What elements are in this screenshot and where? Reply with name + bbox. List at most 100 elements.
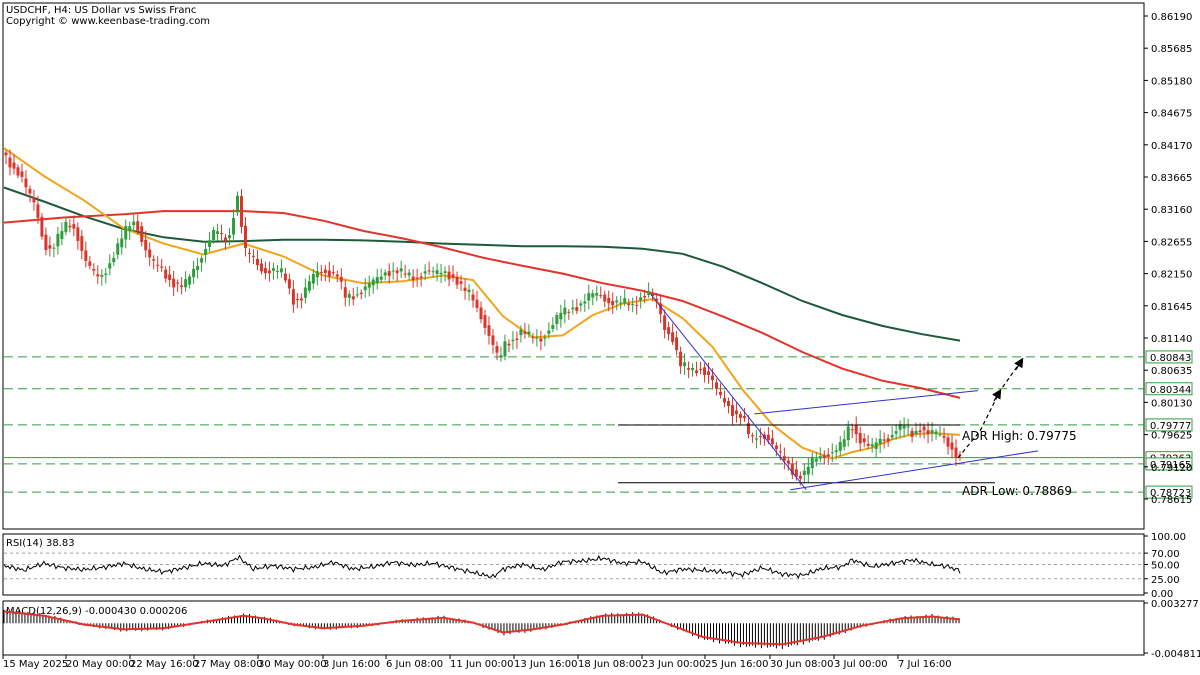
candle-body [575,307,579,311]
candle-body [555,315,559,325]
candle-body [124,226,128,240]
candle-body [563,307,567,315]
candle-body [60,231,64,240]
candle-body [80,236,84,251]
candle-body [703,367,707,375]
candle-body [619,302,623,304]
level-tag-box-2 [1145,418,1193,432]
candle-body [519,329,523,336]
chart-title: USDCHF, H4: US Dollar vs Swiss Franc [6,5,196,16]
candle-body [826,454,830,457]
candle-body [503,341,507,357]
candle-body [407,272,411,276]
candle-body [806,466,810,475]
candle-body [144,239,148,251]
candle-body [910,430,914,437]
candle-body [76,227,80,241]
candle-body [128,226,132,232]
candle-body [295,299,299,301]
candle-body [535,337,539,339]
ma-fast-line [3,147,961,460]
time-tick-label-13: 3 Jul 00:00 [834,659,888,670]
candle-body [627,303,631,306]
adr-high-label: ADR High: 0.79775 [962,429,1077,443]
candle-body [224,237,228,241]
candle-body [335,274,339,277]
candle-body [48,245,52,249]
macd-signal-line [3,610,961,646]
candle-body [866,443,870,446]
candle-body [56,233,60,247]
candle-body [68,225,72,228]
candle-body [862,438,866,443]
rsi-line [3,554,961,579]
candle-body [40,216,44,237]
level-tag-label-5: 0.78723 [1150,488,1191,499]
candle-body [100,274,104,277]
candle-body [643,295,647,298]
price-tick-label-5: 0.83665 [1151,173,1192,184]
candle-body [631,304,635,306]
candle-body [184,279,188,288]
candle-body [818,456,822,459]
candle-body [4,152,8,156]
candle-body [220,233,224,235]
macd-tick-label-0: 0.003277 [1151,599,1199,610]
candle-body [954,447,958,458]
candle-body [355,294,359,296]
candle-body [92,269,96,271]
trendline-drawings: ADR High: 0.79775 ADR Low: 0.78869 [618,293,1077,498]
ma-slow-line [3,186,961,342]
time-tick-label-12: 30 Jun 08:00 [770,659,834,670]
price-tick-label-9: 0.81645 [1151,302,1192,313]
candle-body [902,425,906,429]
candle-body [319,271,323,273]
candle-body [667,327,671,335]
candle-body [120,238,124,248]
candle-body [746,423,750,434]
level-tag-label-0: 0.80843 [1150,353,1191,364]
candle-body [299,298,303,301]
candle-body [774,445,778,450]
rsi-tick-label-4: 0.00 [1151,589,1173,600]
price-tick-label-4: 0.84170 [1151,141,1192,152]
ma-mid-line [3,210,961,399]
candle-body [283,273,287,281]
candle-body [846,426,850,441]
candle-body [595,293,599,296]
candle-body [507,343,511,346]
candle-body [874,442,878,449]
channel-lower-line [790,450,1039,491]
macd-label: MACD(12,26,9) -0.000430 0.000206 [6,606,187,617]
candle-body [858,433,862,444]
candle-body [487,325,491,336]
level-tag-box-0 [1145,350,1193,364]
price-tick-label-13: 0.79625 [1151,431,1192,442]
candle-body [467,289,471,293]
candle-body [822,455,826,458]
candle-body [84,250,88,261]
candle-body [419,276,423,278]
candle-body [307,281,311,291]
price-tick-label-3: 0.84675 [1151,109,1192,120]
candle-body [882,439,886,441]
candle-body [934,431,938,434]
candle-body [615,300,619,303]
candle-body [894,431,898,434]
level-tag-label-1: 0.80344 [1150,385,1191,396]
time-tick-label-3: 27 May 08:00 [194,659,263,670]
candle-body [559,312,563,320]
projection-arrow-path [957,359,1023,459]
candle-body [243,225,247,249]
candle-body [415,277,419,279]
candle-body [303,287,307,298]
candle-body [271,268,275,271]
candle-body [778,451,782,453]
candle-body [64,221,68,233]
candle-body [287,279,291,289]
time-tick-label-4: 30 May 00:00 [258,659,327,670]
candle-body [327,270,331,277]
candle-body [212,230,216,240]
candle-body [204,248,208,255]
